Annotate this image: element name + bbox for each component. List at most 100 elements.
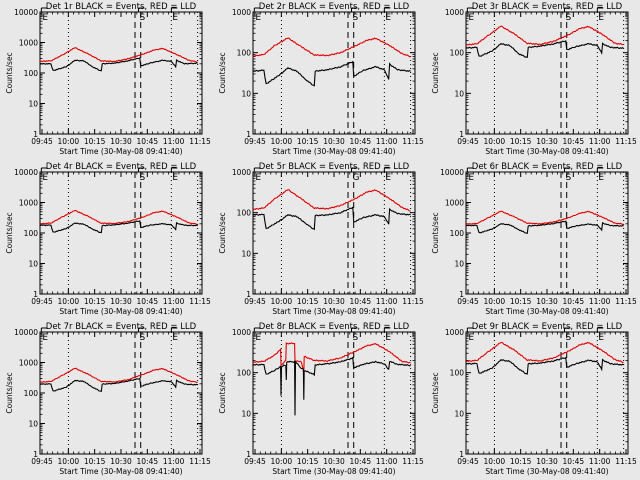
event-marker-label: E xyxy=(172,173,178,183)
y-tick-label: 10 xyxy=(241,89,251,98)
events-series-line xyxy=(39,57,198,72)
event-marker-label: E xyxy=(385,333,391,343)
plot-frame xyxy=(39,11,203,135)
x-tick-label: 10:15 xyxy=(297,137,319,146)
x-tick-label: 11:15 xyxy=(189,137,211,146)
y-tick-label: 100 xyxy=(450,369,465,378)
events-series-line xyxy=(252,206,411,231)
x-tick-label: 09:45 xyxy=(244,137,266,146)
x-tick-label: 10:00 xyxy=(58,137,80,146)
x-tick-label: 11:00 xyxy=(589,297,611,306)
y-tick-label: 10000 xyxy=(14,8,38,17)
events-series-line xyxy=(252,60,411,87)
plot-frame xyxy=(465,11,629,135)
x-tick-label: 11:00 xyxy=(376,457,398,466)
x-tick-label: 10:15 xyxy=(84,137,106,146)
y-axis-label: Counts/sec xyxy=(218,212,227,253)
event-marker-label: E xyxy=(385,13,391,23)
y-tick-label: 1000 xyxy=(19,359,38,368)
y-tick-label: 1 xyxy=(459,130,464,139)
x-tick-label: 10:30 xyxy=(110,137,132,146)
y-tick-label: 1000 xyxy=(19,39,38,48)
x-tick-label: 11:00 xyxy=(376,297,398,306)
y-tick-label: 10 xyxy=(454,89,464,98)
y-tick-label: 10000 xyxy=(14,168,38,177)
detector-panel: Det 5r BLACK = Events, RED = LLD 1 10 100 10… xyxy=(218,162,424,316)
x-axis-label: Start Time (30-May-08 09:41:40) xyxy=(272,307,395,316)
x-tick-label: 10:00 xyxy=(271,137,293,146)
x-tick-label: 11:15 xyxy=(615,297,637,306)
y-axis-label: Counts/sec xyxy=(218,52,227,93)
x-tick-label: 10:00 xyxy=(271,457,293,466)
y-tick-label: 100 xyxy=(24,69,39,78)
y-tick-label: 10 xyxy=(28,260,38,269)
events-series-line xyxy=(39,220,198,234)
x-tick-label: 10:45 xyxy=(350,297,372,306)
detector-panel: Det 7r BLACK = Events, RED = LLD 1 10 100 10… xyxy=(5,322,211,476)
detector-panel: Det 1r BLACK = Events, RED = LLD 1 10 100 10… xyxy=(5,2,211,156)
y-axis-label: Counts/sec xyxy=(5,372,14,413)
x-tick-label: 10:15 xyxy=(297,457,319,466)
y-tick-label: 100 xyxy=(237,49,252,58)
detector-panel: Det 8r BLACK = Events, RED = LLD 1 10 100 10… xyxy=(218,322,424,476)
y-tick-label: 1000 xyxy=(232,8,251,17)
lld-series-line xyxy=(252,342,411,375)
y-tick-label: 10 xyxy=(28,420,38,429)
event-marker-label: S xyxy=(140,173,146,183)
lld-series-line xyxy=(465,341,624,363)
y-axis-label: Counts/sec xyxy=(431,372,440,413)
panel-title: Det 7r BLACK = Events, RED = LLD xyxy=(46,322,197,332)
x-tick-label: 10:15 xyxy=(84,457,106,466)
events-series-line xyxy=(465,220,624,234)
lld-series-line xyxy=(39,210,198,225)
event-marker-label: E xyxy=(598,333,604,343)
plot-frame xyxy=(39,171,203,295)
x-tick-label: 09:45 xyxy=(457,137,479,146)
lld-series-line xyxy=(39,367,198,384)
x-axis-label: Start Time (30-May-08 09:41:40) xyxy=(485,147,608,156)
panel-title: Det 9r BLACK = Events, RED = LLD xyxy=(472,322,623,332)
x-tick-label: 11:15 xyxy=(615,137,637,146)
x-tick-label: 10:00 xyxy=(58,297,80,306)
y-tick-label: 1000 xyxy=(445,199,464,208)
x-axis-label: Start Time (30-May-08 09:41:40) xyxy=(485,307,608,316)
event-marker-label: S xyxy=(566,13,572,23)
detector-panel: Det 3r BLACK = Events, RED = LLD 1 10 100 10… xyxy=(431,2,637,156)
x-tick-label: 10:15 xyxy=(84,297,106,306)
event-marker-label: E xyxy=(42,333,48,343)
x-tick-label: 11:00 xyxy=(376,137,398,146)
panel-title: Det 5r BLACK = Events, RED = LLD xyxy=(259,162,410,172)
x-tick-label: 10:45 xyxy=(563,137,585,146)
x-tick-label: 10:30 xyxy=(536,297,558,306)
x-axis-label: Start Time (30-May-08 09:41:40) xyxy=(59,467,182,476)
y-tick-label: 1 xyxy=(246,130,251,139)
x-tick-label: 10:45 xyxy=(563,457,585,466)
event-marker-label: E xyxy=(172,13,178,23)
x-tick-label: 10:45 xyxy=(350,137,372,146)
event-marker-label: E xyxy=(255,333,261,343)
plot-frame xyxy=(39,331,203,455)
y-tick-label: 100 xyxy=(450,49,465,58)
event-marker-label: E xyxy=(42,13,48,23)
event-marker-label: G xyxy=(353,173,360,183)
lld-series-line xyxy=(252,189,411,212)
x-tick-label: 10:30 xyxy=(536,457,558,466)
y-tick-label: 100 xyxy=(24,389,39,398)
x-tick-label: 11:00 xyxy=(589,137,611,146)
x-tick-label: 10:30 xyxy=(323,297,345,306)
x-tick-label: 10:15 xyxy=(510,297,532,306)
events-series-line xyxy=(252,356,411,416)
y-tick-label: 1 xyxy=(246,450,251,459)
x-tick-label: 10:00 xyxy=(484,297,506,306)
x-tick-label: 11:15 xyxy=(189,457,211,466)
events-series-line xyxy=(465,39,624,59)
event-marker-label: E xyxy=(172,333,178,343)
event-marker-label: S xyxy=(353,13,359,23)
y-tick-label: 1 xyxy=(33,290,38,299)
y-tick-label: 1000 xyxy=(445,328,464,337)
x-tick-label: 11:15 xyxy=(615,457,637,466)
x-tick-label: 11:15 xyxy=(402,297,424,306)
y-tick-label: 1 xyxy=(459,290,464,299)
y-tick-label: 1 xyxy=(246,290,251,299)
